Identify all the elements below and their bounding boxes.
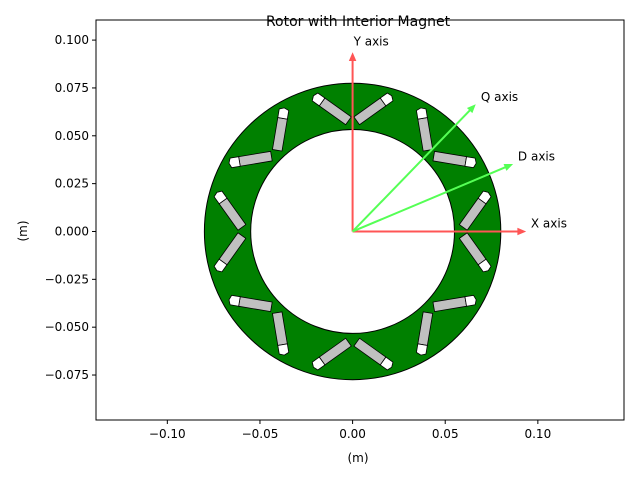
y-tick-label: −0.075 bbox=[45, 368, 89, 382]
flux-barrier bbox=[228, 294, 241, 307]
magnet-layer bbox=[213, 92, 492, 371]
flux-barrier bbox=[311, 356, 326, 371]
y-tick-label: 0.075 bbox=[55, 81, 89, 95]
axis-arrow-label: X axis bbox=[531, 216, 567, 230]
axis-arrow-line bbox=[351, 109, 471, 233]
plot-area: X axis Y axis D axis Q axis bbox=[203, 34, 567, 381]
x-tick-label: −0.10 bbox=[149, 427, 186, 441]
axis-arrow-head bbox=[517, 227, 527, 236]
flux-barrier bbox=[277, 343, 290, 356]
magnet bbox=[458, 232, 492, 273]
y-tick-label: 0.025 bbox=[55, 177, 89, 191]
magnet bbox=[432, 294, 477, 313]
magnet bbox=[458, 190, 492, 231]
y-tick-label: −0.050 bbox=[45, 320, 89, 334]
y-tick-label: 0.000 bbox=[55, 224, 89, 238]
y-tick-label: 0.100 bbox=[55, 33, 89, 47]
magnet bbox=[353, 337, 394, 371]
magnet bbox=[228, 150, 273, 169]
x-tick-label: 0.00 bbox=[339, 427, 366, 441]
flux-barrier bbox=[464, 156, 477, 169]
magnet bbox=[272, 311, 290, 356]
y-tick-label: 0.050 bbox=[55, 129, 89, 143]
flux-barrier bbox=[477, 190, 492, 205]
magnet bbox=[415, 311, 434, 356]
axis-arrow-label: Q axis bbox=[481, 90, 518, 104]
magnet bbox=[311, 92, 352, 126]
magnet bbox=[353, 92, 394, 126]
flux-barrier bbox=[311, 92, 326, 107]
axis-arrow-label: Y axis bbox=[353, 34, 389, 48]
axis-arrow-head bbox=[348, 52, 357, 61]
arrow-layer: X axis Y axis D axis Q axis bbox=[348, 34, 567, 236]
x-ticks: −0.10 −0.05 0.00 0.05 0.10 bbox=[149, 420, 551, 441]
axis-arrow-label: D axis bbox=[518, 149, 555, 163]
flux-barrier bbox=[379, 356, 394, 371]
y-ticks: 0.100 0.075 0.050 0.025 0.000 −0.025 −0.050 −0.… bbox=[45, 33, 96, 382]
axis-arrow-line bbox=[352, 166, 506, 233]
axis-arrow-head bbox=[503, 163, 514, 171]
y-axis-label: (m) bbox=[16, 220, 30, 241]
x-tick-label: −0.05 bbox=[242, 427, 279, 441]
flux-barrier bbox=[464, 294, 477, 307]
x-axis-label: (m) bbox=[347, 451, 368, 465]
y-tick-label: −0.025 bbox=[45, 272, 89, 286]
magnet bbox=[415, 107, 434, 152]
flux-barrier bbox=[228, 156, 241, 169]
axis-arrow-head bbox=[466, 104, 476, 114]
flux-barrier bbox=[213, 190, 228, 205]
magnet bbox=[432, 150, 477, 169]
flux-barrier bbox=[277, 107, 290, 120]
axes-frame bbox=[95, 19, 625, 421]
magnet bbox=[272, 107, 290, 152]
magnet bbox=[213, 232, 247, 273]
flux-barrier bbox=[415, 107, 428, 120]
magnet bbox=[228, 294, 273, 313]
magnet bbox=[311, 337, 352, 371]
flux-barrier bbox=[415, 343, 428, 356]
flux-barrier bbox=[213, 258, 228, 273]
x-tick-label: 0.10 bbox=[524, 427, 551, 441]
flux-barrier bbox=[477, 258, 492, 273]
magnet bbox=[213, 190, 247, 231]
flux-barrier bbox=[379, 92, 394, 107]
rotor-core bbox=[203, 82, 502, 381]
chart-title: Rotor with Interior Magnet bbox=[266, 14, 451, 30]
x-tick-label: 0.05 bbox=[432, 427, 459, 441]
rotor-layer bbox=[203, 82, 502, 381]
